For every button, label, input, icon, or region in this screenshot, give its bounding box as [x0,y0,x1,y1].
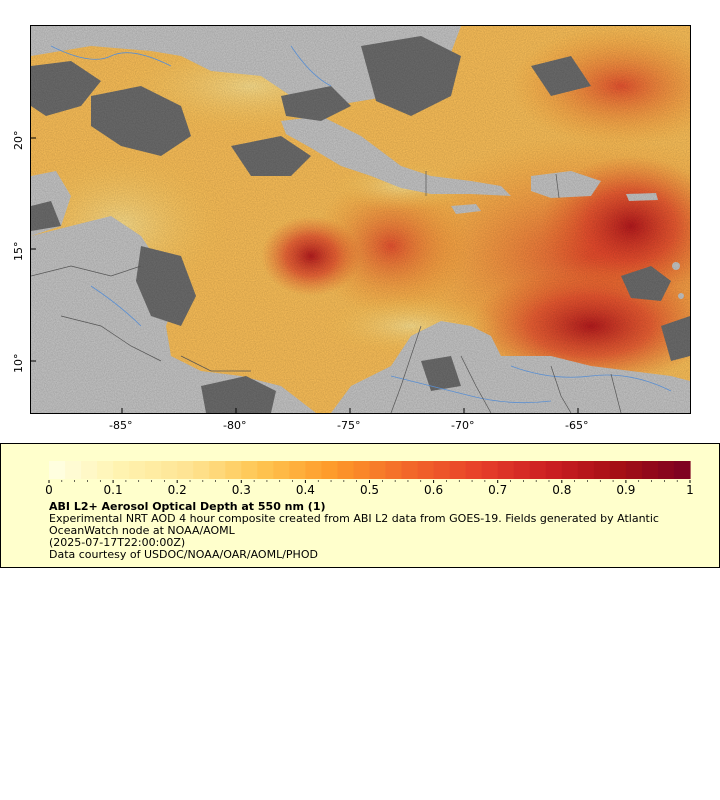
colorbar-tick-label: 0.9 [616,483,635,497]
colorbar-segment [209,461,226,479]
colorbar-segment [481,461,499,479]
aod-map-canvas [31,26,690,413]
colorbar: 0 0.1 0.2 0.3 0.4 0.5 0.6 0.7 0.8 0.9 1 [45,461,694,497]
colorbar-segment [561,461,579,479]
colorbar-segment [385,461,403,479]
colorbar-segment [129,461,146,479]
colorbar-segment [177,461,194,479]
rivers [50,45,672,404]
colorbar-tick-label: 0.2 [168,483,187,497]
colorbar-tick-label: 0.7 [488,483,507,497]
legend-timestamp: (2025-07-17T22:00:00Z) [49,536,186,549]
colorbar-segment [113,461,130,479]
colorbar-tick-label: 0.8 [552,483,571,497]
colorbar-segment [577,461,595,479]
colorbar-segment [417,461,435,479]
lon-label-65w: -65° [565,419,589,432]
lat-label-20n: 20° [12,130,25,151]
colorbar-segment [353,461,371,479]
colorbar-segment [145,461,162,479]
colorbar-segment [497,461,515,479]
colorbar-tick-label: 0.4 [296,483,315,497]
colorbar-segment [449,461,467,479]
colorbar-segment [609,461,627,479]
colorbar-tick-label: 0.5 [360,483,379,497]
lat-label-10n: 10° [12,353,25,374]
colorbar-segment [273,461,290,479]
colorbar-tick-label: 1 [686,483,694,497]
colorbar-segment [641,461,659,479]
colorbar-segment [289,461,307,479]
colorbar-tick-label: 0.3 [232,483,251,497]
legend-description: Experimental NRT AOD 4 hour composite cr… [49,512,659,537]
colorbar-segment [513,461,531,479]
colorbar-tick-label: 0.1 [104,483,123,497]
colorbar-segment [593,461,611,479]
colorbar-segment [257,461,274,479]
colorbar-segment [337,461,355,479]
colorbar-segment [321,461,339,479]
colorbar-segment [625,461,643,479]
colorbar-segment [305,461,323,479]
map-frame-ticks [31,137,579,413]
colorbar-segment [81,461,98,479]
colorbar-segment [545,461,563,479]
colorbar-tick-label: 0 [45,483,53,497]
colorbar-segment [673,461,691,479]
colorbar-segment [529,461,547,479]
colorbar-segment [433,461,451,479]
colorbar-segment [401,461,419,479]
colorbar-tick-label: 0.6 [424,483,443,497]
country-borders [31,171,622,413]
legend-title: ABI L2+ Aerosol Optical Depth at 550 nm … [49,500,326,513]
lon-label-80w: -80° [223,419,247,432]
colorbar-segment [161,461,178,479]
aod-texture [31,26,690,413]
lon-label-85w: -85° [109,419,133,432]
aod-map [30,25,691,414]
lon-label-70w: -70° [451,419,475,432]
colorbar-segment [657,461,675,479]
colorbar-segment [49,461,66,479]
colorbar-segment [369,461,387,479]
colorbar-segment [465,461,483,479]
lon-label-75w: -75° [337,419,361,432]
colorbar-segment [97,461,114,479]
legend-panel: 0 0.1 0.2 0.3 0.4 0.5 0.6 0.7 0.8 0.9 1 ABI L2+ Ae… [0,443,720,568]
lat-label-15n: 15° [12,241,25,262]
colorbar-segment [193,461,210,479]
colorbar-segment [65,461,82,479]
colorbar-segment [225,461,242,479]
colorbar-segment [241,461,258,479]
legend-credit: Data courtesy of USDOC/NOAA/OAR/AOML/PHO… [49,548,318,561]
